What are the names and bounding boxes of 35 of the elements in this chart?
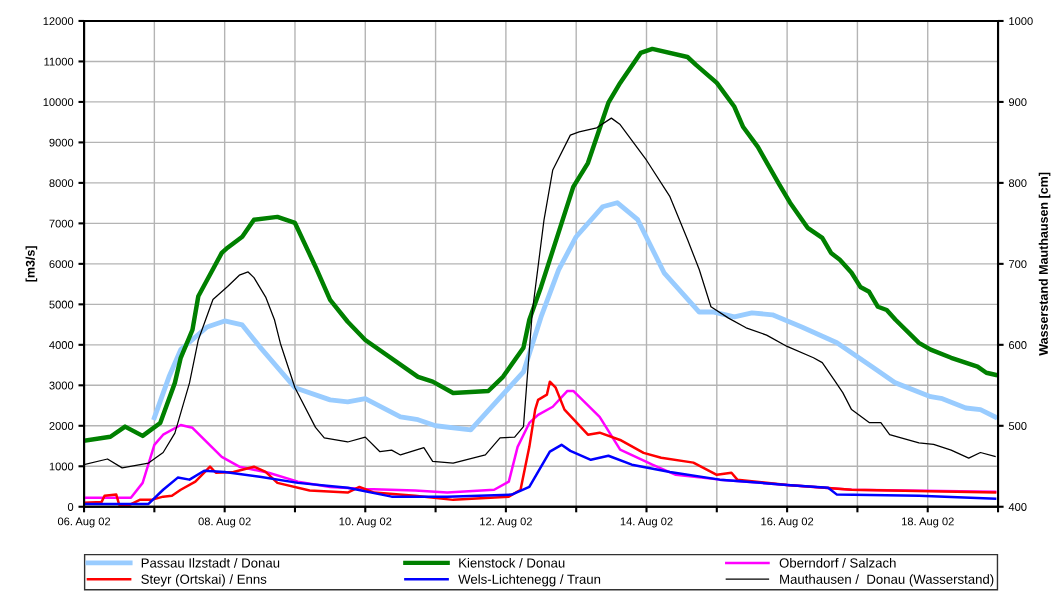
- legend-label: Oberndorf / Salzach: [779, 557, 896, 568]
- y-tick-label: 6000: [49, 260, 74, 268]
- y2-tick-label: 1000: [1009, 17, 1033, 26]
- y2-tick-label: 400: [1008, 503, 1027, 511]
- y-tick-label: 10000: [43, 98, 74, 107]
- y2-tick-label: 700: [1009, 260, 1027, 268]
- legend-label: Wels-Lichtenegg / Traun: [458, 574, 601, 587]
- y-tick-label: 3000: [49, 381, 74, 390]
- x-tick-label: 14. Aug 02: [620, 517, 673, 528]
- y-tick-label: 2000: [49, 422, 74, 430]
- x-tick-label: 08. Aug 02: [198, 517, 251, 528]
- y-tick-label: 12000: [43, 17, 74, 26]
- y-tick-label: 4000: [49, 341, 74, 349]
- legend-label: Mauthausen / Donau (Wasserstand): [780, 574, 994, 587]
- y2-axis-title: Wasserstand Mauthausen [cm]: [1038, 172, 1051, 356]
- x-tick-label: 18. Aug 02: [902, 517, 954, 528]
- x-tick-label: 06. Aug 02: [57, 517, 111, 528]
- legend-label: Kienstock / Donau: [459, 557, 565, 568]
- y2-tick-label: 900: [1008, 98, 1027, 107]
- y-tick-label: 8000: [49, 179, 74, 188]
- y-tick-label: 7000: [49, 219, 74, 228]
- legend-label: Steyr (Ortskai) / Enns: [141, 574, 267, 587]
- y-tick-label: 11000: [44, 57, 74, 66]
- x-tick-label: 10. Aug 02: [339, 517, 392, 528]
- y-tick-label: 0: [67, 503, 74, 511]
- y-axis-title: [m3/s]: [25, 246, 38, 282]
- y2-tick-label: 800: [1008, 179, 1027, 188]
- x-tick-label: 16. Aug 02: [761, 517, 814, 528]
- y2-tick-label: 600: [1009, 341, 1027, 349]
- y-tick-label: 5000: [49, 300, 74, 309]
- y2-tick-label: 500: [1008, 422, 1027, 430]
- legend-label: Passau Ilzstadt / Donau: [141, 557, 280, 568]
- y-tick-label: 9000: [49, 138, 74, 147]
- x-tick-label: 12. Aug 02: [480, 517, 532, 528]
- y-tick-label: 1000: [49, 462, 74, 471]
